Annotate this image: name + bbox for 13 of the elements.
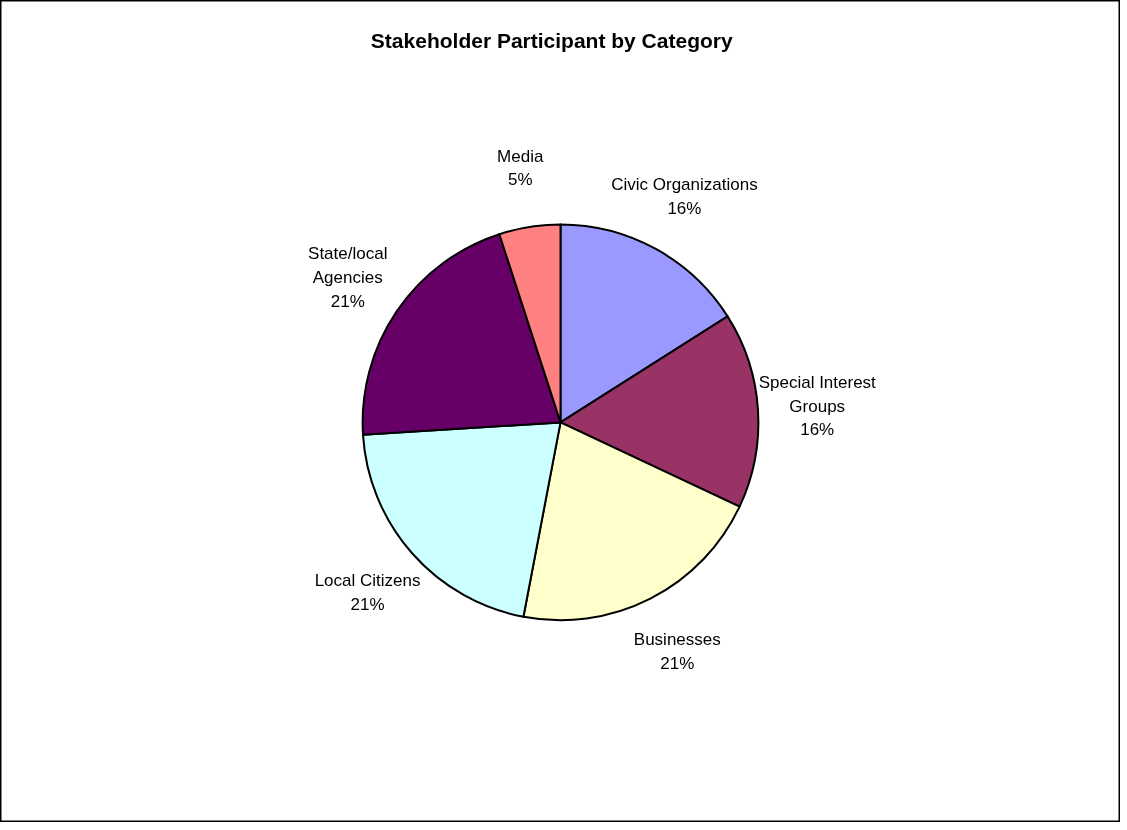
slice-label: Local Citizens	[314, 571, 421, 591]
slice-label: Businesses	[633, 630, 721, 650]
data-label: 21%	[350, 595, 385, 615]
slice-label: State/local Agencies	[308, 244, 388, 288]
data-label: 21%	[660, 654, 695, 674]
chart-title: Stakeholder Participant by Category	[370, 28, 733, 52]
slice-label: Special Interest Groups	[758, 372, 877, 416]
data-label: 21%	[330, 291, 365, 311]
data-label: 16%	[667, 199, 702, 219]
slice-label: Civic Organizations	[611, 175, 758, 195]
slice-label: Media	[497, 146, 544, 166]
data-label: 5%	[507, 170, 533, 190]
data-label: 16%	[800, 420, 835, 440]
